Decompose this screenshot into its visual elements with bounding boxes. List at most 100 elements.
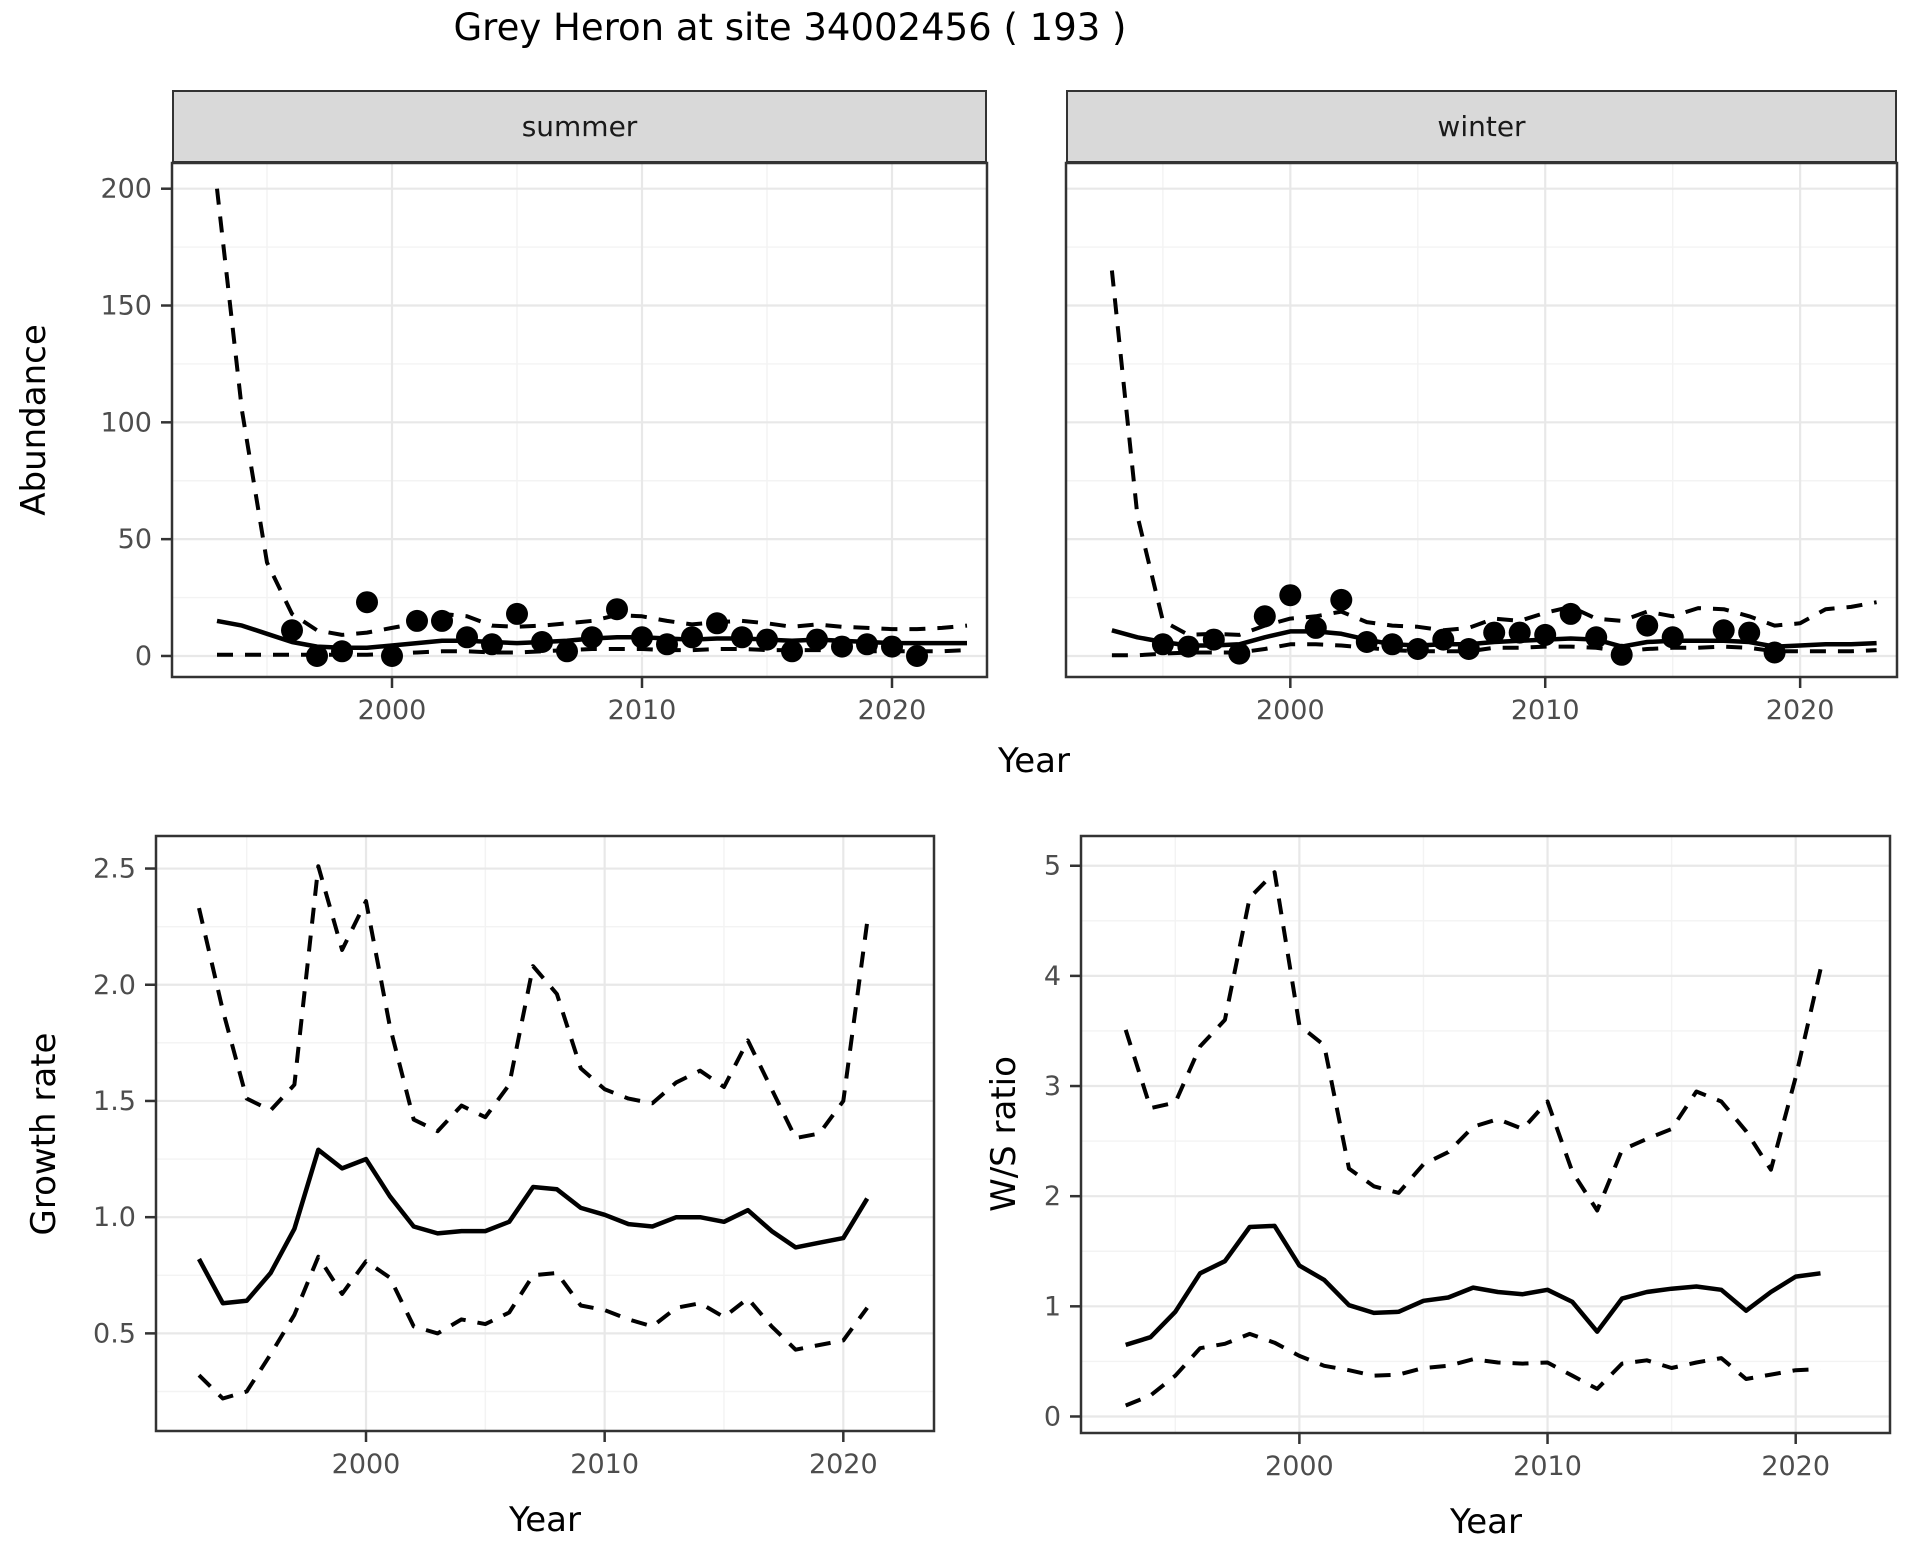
series-upper_ci xyxy=(1109,270,1877,637)
panel-border xyxy=(1064,161,1899,679)
data-point xyxy=(606,598,628,621)
series-group xyxy=(197,864,870,1401)
data-point xyxy=(781,640,803,663)
data-point xyxy=(1712,619,1735,642)
data-point xyxy=(331,640,353,663)
x-tick-label: 2000 xyxy=(1256,695,1325,726)
grid-major xyxy=(1066,163,1897,677)
data-point xyxy=(1559,602,1582,625)
data-point xyxy=(306,645,328,667)
data-point xyxy=(831,635,853,658)
panel-abundance-summer: 2000 2010 2020 0 50 100 150 200 xyxy=(100,161,989,726)
data-point xyxy=(656,633,678,656)
data-point xyxy=(631,626,653,649)
axis-ticks: 2000 2010 2020 xyxy=(1256,677,1835,726)
data-point xyxy=(1406,638,1429,660)
data-point xyxy=(1228,642,1251,665)
data-point xyxy=(1636,614,1659,637)
growth-rate-x-axis-title: Year xyxy=(509,1500,581,1540)
y-tick-label: 2.5 xyxy=(93,854,136,885)
y-tick-label: 100 xyxy=(100,407,152,438)
data-point xyxy=(481,633,503,656)
data-point xyxy=(431,609,453,632)
y-tick-label: 200 xyxy=(100,174,152,205)
panel-border xyxy=(1079,834,1892,1435)
series-mean xyxy=(1125,1223,1821,1348)
facet-strip-summer-label: summer xyxy=(521,110,638,143)
data-point xyxy=(1508,621,1531,644)
series-group xyxy=(1109,270,1877,666)
axis-ticks: 2000 2010 2020 0 1 2 3 4 5 xyxy=(1044,851,1830,1482)
data-point xyxy=(406,609,428,632)
y-tick-label: 5 xyxy=(1044,851,1061,882)
facet-strip-summer: summer xyxy=(172,90,987,163)
data-point xyxy=(1355,631,1378,653)
x-tick-label: 2000 xyxy=(1265,1451,1334,1482)
series-upper_ci xyxy=(197,864,870,1141)
y-tick-label: 2 xyxy=(1044,1181,1061,1212)
data-point xyxy=(706,612,728,635)
grid-major xyxy=(156,836,934,1431)
data-point xyxy=(1457,638,1480,660)
series-upper_ci xyxy=(1123,870,1823,1213)
data-point xyxy=(1610,643,1633,666)
series-lower_ci xyxy=(1124,1331,1821,1408)
data-point xyxy=(1661,626,1684,649)
x-tick-label: 2000 xyxy=(332,1449,401,1480)
data-point xyxy=(1330,588,1353,611)
series-mean xyxy=(197,1147,870,1306)
axis-ticks: 2000 2010 2020 0 50 100 150 200 xyxy=(100,174,926,726)
y-tick-label: 3 xyxy=(1044,1071,1061,1102)
series-lower_ci xyxy=(197,1254,869,1401)
x-tick-label: 2020 xyxy=(1761,1451,1830,1482)
data-point xyxy=(556,640,578,663)
x-tick-label: 2020 xyxy=(809,1449,878,1480)
data-point xyxy=(856,633,878,656)
panel-background xyxy=(172,163,987,677)
observed-points xyxy=(1151,584,1786,666)
axis-ticks: 2000 2010 2020 0.5 1.0 1.5 2.0 2.5 xyxy=(93,854,878,1480)
x-tick-label: 2020 xyxy=(1766,695,1835,726)
y-tick-label: 1.5 xyxy=(93,1086,136,1117)
x-tick-label: 2010 xyxy=(608,695,677,726)
panel-growth-rate: 2000 2010 2020 0.5 1.0 1.5 2.0 2.5 xyxy=(93,834,936,1480)
page-title: Grey Heron at site 34002456 ( 193 ) xyxy=(453,6,1127,49)
data-point xyxy=(1202,628,1225,651)
ws-ratio-x-axis-title: Year xyxy=(1450,1502,1522,1542)
panel-background xyxy=(156,836,934,1431)
panel-ws-ratio: 2000 2010 2020 0 1 2 3 4 5 xyxy=(1044,834,1892,1482)
data-point xyxy=(1483,621,1506,644)
panel-border xyxy=(170,161,989,679)
panel-border xyxy=(154,834,936,1433)
data-point xyxy=(1151,633,1174,656)
data-point xyxy=(906,645,928,667)
panel-background xyxy=(1081,836,1890,1433)
y-tick-label: 150 xyxy=(100,291,152,322)
data-point xyxy=(1585,626,1608,649)
observed-points xyxy=(281,591,928,667)
panel-background xyxy=(1066,163,1897,677)
facet-strip-winter-label: winter xyxy=(1437,110,1526,143)
series-group xyxy=(1123,870,1823,1408)
data-point xyxy=(1253,605,1276,628)
panel-abundance-winter: 2000 2010 2020 xyxy=(1064,161,1899,726)
data-point xyxy=(1304,616,1327,639)
y-tick-label: 0 xyxy=(135,641,152,672)
x-tick-label: 2020 xyxy=(858,695,927,726)
x-tick-label: 2010 xyxy=(1511,695,1580,726)
data-point xyxy=(581,626,603,649)
top-row-x-axis-title: Year xyxy=(998,741,1070,781)
data-point xyxy=(681,626,703,649)
data-point xyxy=(1381,633,1404,656)
series-upper_ci xyxy=(215,188,968,637)
x-tick-label: 2010 xyxy=(570,1449,639,1480)
series-group xyxy=(215,188,968,667)
grid-minor xyxy=(1066,163,1897,677)
grid-minor xyxy=(172,163,987,677)
y-tick-label: 0.5 xyxy=(93,1318,136,1349)
data-point xyxy=(1177,635,1200,658)
y-tick-label: 1.0 xyxy=(93,1202,136,1233)
data-point xyxy=(1738,621,1761,644)
data-point xyxy=(1763,641,1786,664)
